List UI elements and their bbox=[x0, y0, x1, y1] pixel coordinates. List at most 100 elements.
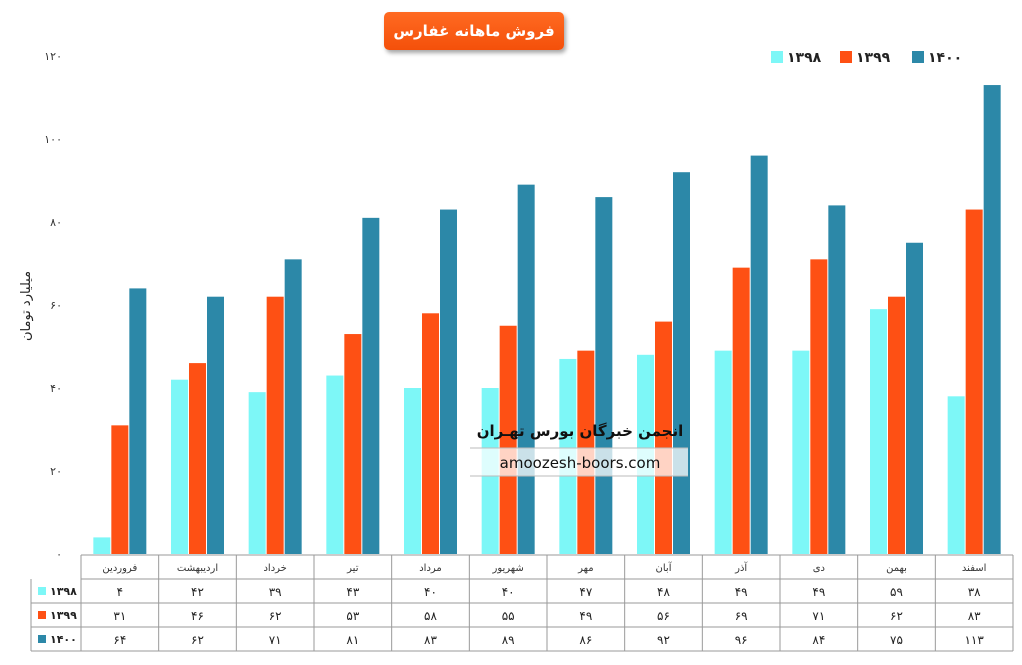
category-label: خرداد bbox=[263, 563, 286, 574]
table-cell: ۴۲ bbox=[191, 585, 204, 599]
table-cell: ۳۹ bbox=[269, 585, 282, 599]
bar-3-8 bbox=[440, 209, 457, 555]
bar-3-12 bbox=[129, 288, 147, 554]
bar-3-1 bbox=[983, 85, 1001, 555]
table-cell: ۷۱ bbox=[269, 633, 282, 647]
table-cell: ۴۶ bbox=[191, 609, 204, 623]
bar-1-8 bbox=[404, 388, 421, 554]
bar-1-2 bbox=[870, 309, 887, 554]
row-swatch bbox=[38, 635, 46, 643]
table-cell: ۳۸ bbox=[968, 585, 981, 599]
category-label: فروردین bbox=[102, 563, 137, 574]
data-table: اسفند بهمن دی آذر آبان مهر شهریور مرداد تیر خرداد… bbox=[30, 554, 1014, 652]
watermark-line1: انجمن خبرگان بورس تهـران bbox=[477, 422, 684, 440]
table-cell: ۸۶ bbox=[579, 633, 592, 647]
y-axis-label: میلیارد تومان bbox=[19, 271, 34, 341]
table-cell: ۴۰ bbox=[502, 585, 515, 599]
y-tick-label: ۱۰۰ bbox=[44, 133, 62, 146]
bar-3-5 bbox=[673, 172, 690, 554]
bar-3-9 bbox=[362, 217, 380, 554]
category-label: آذر bbox=[734, 561, 748, 574]
legend-label: ۱۳۹۸ bbox=[787, 50, 822, 66]
table-cell: ۹۶ bbox=[735, 633, 748, 647]
table-cell: ۸۴ bbox=[812, 633, 825, 647]
table-cell: ۶۲ bbox=[191, 633, 204, 647]
y-tick-label: ۶۰ bbox=[50, 299, 62, 312]
table-cell: ۳۱ bbox=[113, 609, 126, 623]
bar-3-7 bbox=[517, 184, 535, 554]
table-cell: ۵۶ bbox=[657, 609, 670, 623]
bar-1-9 bbox=[326, 375, 344, 554]
bar-3-10 bbox=[284, 259, 302, 554]
category-label: اردیبهشت bbox=[177, 563, 218, 574]
table-cell: ۹۲ bbox=[657, 633, 670, 647]
table-cell: ۸۹ bbox=[502, 633, 515, 647]
table-cell: ۴۸ bbox=[657, 585, 670, 599]
table-cell: ۷۱ bbox=[812, 609, 825, 623]
watermark: انجمن خبرگان بورس تهـران amoozesh-boors.c… bbox=[470, 422, 688, 477]
table-cell: ۶۲ bbox=[890, 609, 903, 623]
bar-1-10 bbox=[248, 392, 266, 554]
category-label: مرداد bbox=[419, 563, 442, 574]
table-cell: ۵۳ bbox=[346, 609, 359, 623]
bar-2-11 bbox=[189, 363, 206, 554]
table-cell: ۸۱ bbox=[346, 633, 359, 647]
watermark-line2: amoozesh-boors.com bbox=[500, 454, 661, 472]
bar-1-4 bbox=[714, 350, 732, 554]
bar-2-5 bbox=[655, 321, 672, 554]
y-tick-label: ۸۰ bbox=[50, 216, 62, 229]
y-tick-label: ۱۲۰ bbox=[44, 50, 62, 63]
table-cell: ۶۲ bbox=[269, 609, 282, 623]
bar-2-4 bbox=[732, 267, 750, 554]
legend-label: ۱۴۰۰ bbox=[928, 50, 962, 66]
row-swatch bbox=[38, 587, 46, 595]
chart-title: فروش ماهانه غفارس bbox=[384, 12, 564, 50]
row-header: ۱۴۰۰ bbox=[50, 633, 77, 646]
category-label: تیر bbox=[346, 563, 359, 574]
bar-2-9 bbox=[344, 334, 362, 554]
bar-3-6 bbox=[595, 197, 613, 554]
table-cell: ۶۹ bbox=[735, 609, 748, 623]
bar-3-2 bbox=[906, 242, 923, 554]
bar-2-3 bbox=[810, 259, 828, 554]
y-tick-label: ۴۰ bbox=[50, 382, 62, 395]
y-tick-label: ۲۰ bbox=[50, 465, 62, 478]
bar-1-3 bbox=[792, 350, 810, 554]
legend-swatch bbox=[840, 51, 852, 63]
legend-label: ۱۳۹۹ bbox=[856, 50, 891, 66]
table-cell: ۱۱۳ bbox=[964, 633, 984, 647]
bar-1-11 bbox=[171, 379, 188, 554]
table-cell: ۴ bbox=[117, 585, 123, 599]
bar-2-1 bbox=[965, 209, 983, 555]
category-label: بهمن bbox=[886, 563, 907, 574]
bar-2-8 bbox=[422, 313, 439, 554]
category-label: مهر bbox=[577, 563, 593, 574]
table-cell: ۶۴ bbox=[113, 633, 126, 647]
bars-group bbox=[93, 85, 1001, 555]
legend-swatch bbox=[771, 51, 783, 63]
bar-2-7 bbox=[499, 325, 517, 554]
table-cell: ۴۰ bbox=[424, 585, 437, 599]
bar-3-11 bbox=[207, 296, 224, 554]
table-cell: ۵۸ bbox=[424, 609, 437, 623]
bar-2-12 bbox=[111, 425, 129, 554]
table-cell: ۴۳ bbox=[346, 585, 359, 599]
category-label: شهریور bbox=[492, 563, 524, 574]
table-cell: ۴۹ bbox=[735, 585, 748, 599]
table-cell: ۸۳ bbox=[968, 609, 981, 623]
table-cell: ۷۵ bbox=[890, 633, 903, 647]
legend-swatch bbox=[912, 51, 924, 63]
table-cell: ۴۹ bbox=[812, 585, 825, 599]
table-cell: ۵۵ bbox=[502, 609, 515, 623]
row-header: ۱۳۹۹ bbox=[50, 609, 77, 622]
legend: ۱۳۹۸ ۱۳۹۹ ۱۴۰۰ bbox=[771, 50, 962, 66]
y-axis: ۰ ۲۰ ۴۰ ۶۰ ۸۰ ۱۰۰ ۱۲۰ bbox=[44, 50, 62, 561]
category-label: آبان bbox=[656, 561, 673, 574]
bar-3-4 bbox=[750, 155, 768, 554]
table-cell: ۴۷ bbox=[579, 585, 592, 599]
category-label: اسفند bbox=[962, 563, 986, 574]
bar-1-12 bbox=[93, 537, 111, 554]
bar-2-10 bbox=[266, 296, 284, 554]
bar-1-1 bbox=[947, 396, 965, 554]
